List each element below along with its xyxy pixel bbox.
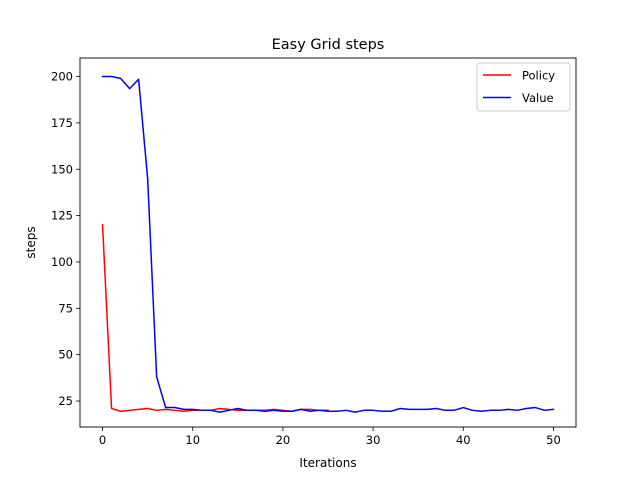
y-axis-ticks: 25 50 75 100 125 150 175 200 <box>51 70 80 408</box>
legend-label-policy: Policy <box>522 69 555 83</box>
chart-title: Easy Grid steps <box>272 37 385 53</box>
plot-area-frame <box>79 57 577 428</box>
y-tick-label: 50 <box>58 348 73 362</box>
y-tick-label: 200 <box>51 70 73 84</box>
x-axis-label: Iterations <box>299 456 356 470</box>
series-lines <box>101 75 555 413</box>
x-tick-label: 50 <box>546 433 561 447</box>
legend: Policy Value <box>476 62 571 112</box>
y-axis-label: steps <box>24 226 38 258</box>
legend-label-value: Value <box>522 91 554 105</box>
x-tick-label: 10 <box>185 433 200 447</box>
x-axis-ticks: 0 10 20 30 40 50 <box>99 427 561 447</box>
x-tick-label: 40 <box>456 433 471 447</box>
y-tick-label: 175 <box>51 116 73 130</box>
y-tick-label: 150 <box>51 162 73 176</box>
series-line-value <box>101 75 555 413</box>
x-tick-label: 0 <box>99 433 106 447</box>
x-tick-label: 20 <box>276 433 291 447</box>
y-tick-label: 100 <box>51 255 73 269</box>
y-tick-label: 75 <box>58 301 73 315</box>
y-tick-label: 25 <box>58 394 73 408</box>
y-tick-label: 125 <box>51 209 73 223</box>
x-tick-label: 30 <box>366 433 381 447</box>
